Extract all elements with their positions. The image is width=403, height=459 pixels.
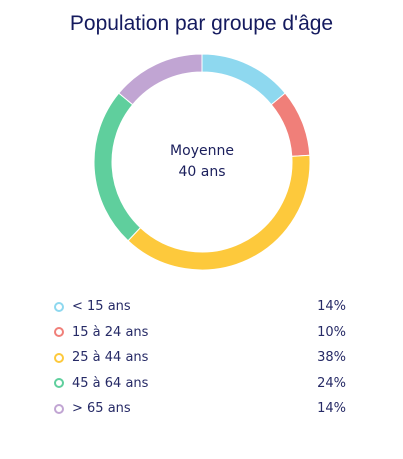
legend-dot-icon [54,301,64,312]
legend-dot-icon [54,378,64,389]
legend-item-3: 25 à 44 ans 38% [54,345,346,371]
legend-label: 25 à 44 ans [72,350,149,366]
legend-label: 45 à 64 ans [72,375,149,391]
center-label: Moyenne 40 ans [88,141,316,183]
legend-item-1: < 15 ans 14% [54,294,346,320]
center-label-title: Moyenne [170,143,234,159]
donut-svg [93,53,311,271]
legend-label: < 15 ans [72,299,131,315]
donut-slice-1 [201,53,286,106]
legend-item-4: 45 à 64 ans 24% [54,371,346,397]
legend-item-2: 15 à 24 ans 10% [54,320,346,346]
legend-label: 15 à 24 ans [72,324,149,340]
legend-dot-icon [54,403,64,414]
center-label-value: 40 ans [178,164,226,180]
legend-value: 14% [317,299,346,315]
legend-dot-icon [54,352,64,363]
legend-value: 14% [317,401,346,417]
legend-value: 24% [317,375,346,391]
donut-chart: Moyenne 40 ans [88,48,316,276]
donut-slice-5 [118,53,203,106]
legend-value: 10% [317,324,346,340]
legend: < 15 ans 14% 15 à 24 ans 10% 25 à 44 ans 38% 4… [54,294,346,422]
legend-item-5: > 65 ans 14% [54,396,346,422]
legend-dot-icon [54,327,64,338]
legend-value: 38% [317,350,346,366]
legend-label: > 65 ans [72,401,131,417]
chart-title: Population par groupe d'âge [69,12,334,35]
